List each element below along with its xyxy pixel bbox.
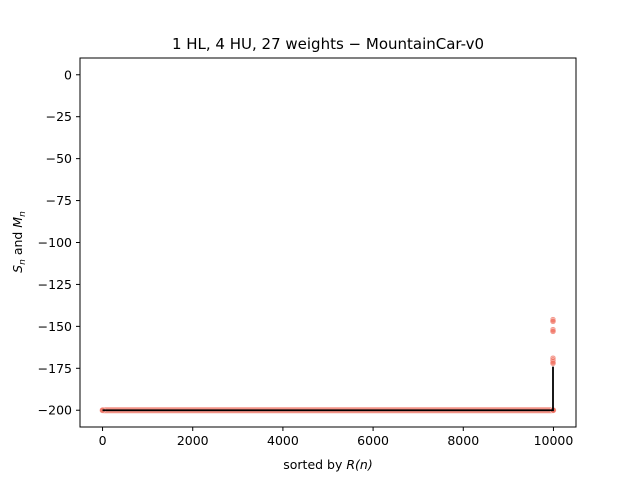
x-tick-label: 8000: [447, 433, 479, 448]
x-tick-label: 6000: [357, 433, 389, 448]
scatter-point: [549, 318, 557, 325]
axis-ticks: 0 2000 4000 6000 8000 10000 0 −25 −50 −75 −100 −125…: [38, 67, 574, 448]
y-tick-label: −150: [38, 319, 72, 334]
x-tick-label: 0: [99, 433, 107, 448]
y-tick-label: −50: [46, 151, 72, 166]
y-tick-label: −25: [46, 109, 72, 124]
plot-area: [99, 316, 557, 414]
series-line: [102, 366, 554, 412]
axes-frame: [79, 57, 577, 428]
y-axis-label-m: M: [10, 217, 25, 228]
x-axis-label-prefix: sorted by: [283, 457, 346, 472]
y-axis-label-s-sub: n: [18, 259, 28, 265]
y-axis-label: Sn and Mn: [10, 211, 28, 273]
scatter-point: [549, 328, 557, 335]
y-axis-label-m-sub: n: [18, 211, 28, 217]
scatter-point: [549, 360, 557, 367]
x-tick-label: 4000: [267, 433, 299, 448]
y-axis-label-mid: and: [10, 228, 25, 259]
chart-title: 1 HL, 4 HU, 27 weights − MountainCar-v0: [172, 35, 484, 53]
y-tick-label: −125: [38, 277, 72, 292]
y-tick-label: −175: [38, 361, 72, 376]
x-axis-label-math: R(n): [346, 457, 372, 472]
x-tick-label: 10000: [534, 433, 574, 448]
y-tick-label: 0: [64, 67, 72, 82]
x-tick-label: 2000: [177, 433, 209, 448]
y-axis-label-s: S: [10, 265, 25, 273]
y-tick-label: −75: [46, 193, 72, 208]
y-tick-label: −200: [38, 403, 72, 418]
x-axis-label: sorted by R(n): [283, 457, 372, 472]
y-tick-label: −100: [38, 235, 72, 250]
